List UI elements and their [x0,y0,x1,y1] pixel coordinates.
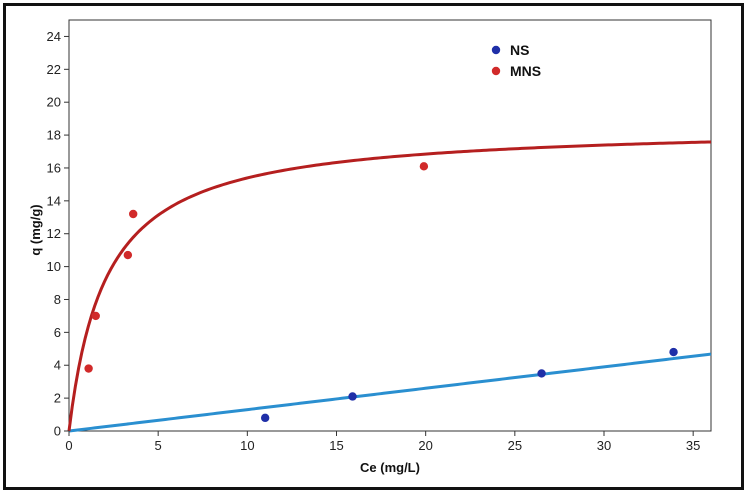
x-tick-label: 35 [686,438,700,453]
x-axis-title: Ce (mg/L) [360,460,420,475]
x-tick-label: 10 [240,438,254,453]
y-tick-label: 14 [47,193,61,208]
mns-fit-line [67,140,712,432]
y-axis-title: q (mg/g) [28,204,43,255]
x-axis-ticks: 0 5 10 15 20 25 30 35 [65,431,700,453]
y-tick-label: 10 [47,259,61,274]
mns-data-point [91,311,100,321]
legend-marker-ns [491,45,501,55]
x-tick-label: 5 [155,438,162,453]
x-tick-label: 30 [597,438,611,453]
mns-data-point [129,209,138,219]
y-tick-label: 20 [47,95,61,110]
fit-lines [67,140,712,433]
legend-label-ns: NS [510,42,529,58]
x-tick-label: 25 [508,438,522,453]
ns-data-point [537,369,546,378]
legend-label-mns: MNS [510,63,541,79]
legend-marker-mns [491,66,501,76]
y-tick-label: 18 [47,128,61,143]
y-tick-label: 24 [47,29,61,44]
mns-data-point [123,250,133,260]
x-tick-label: 15 [329,438,343,453]
y-tick-label: 6 [54,325,61,340]
y-tick-label: 16 [47,160,61,175]
ns-data-point [260,413,270,423]
ns-fit-line [68,352,712,433]
mns-data-point [419,162,429,171]
y-tick-label: 22 [47,62,61,77]
data-points [84,162,678,423]
ns-data-point [669,347,678,357]
ns-data-point [348,392,357,401]
y-tick-label: 0 [54,424,61,439]
plot-area [68,19,712,432]
chart-frame: 0 5 10 15 20 25 30 35 0 2 4 6 8 10 12 14 16 18 20 22 24 Ce … [3,3,744,490]
legend: NS MNS [491,42,541,79]
y-tick-label: 8 [54,292,61,307]
y-tick-label: 2 [54,391,61,406]
x-tick-label: 20 [418,438,432,453]
mns-data-point [84,364,93,373]
x-tick-label: 0 [65,438,72,453]
y-tick-label: 4 [54,358,61,373]
y-tick-label: 12 [47,226,61,241]
